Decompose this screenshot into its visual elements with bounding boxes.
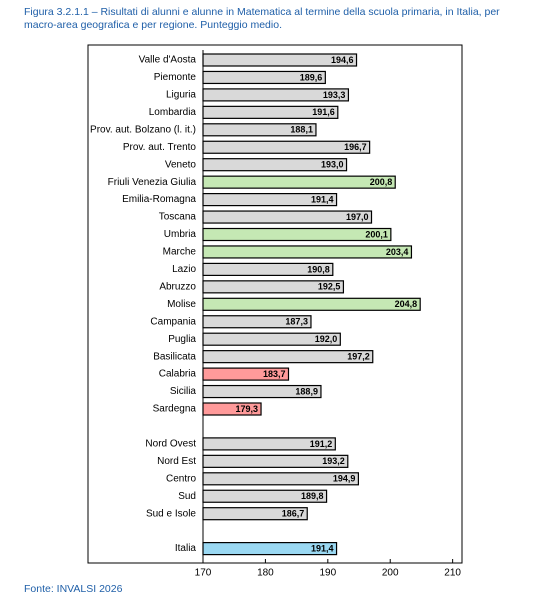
value-label: 191,4 xyxy=(311,194,334,204)
bar xyxy=(202,437,336,451)
bar xyxy=(202,88,350,102)
bar xyxy=(202,70,326,85)
category-label: Lazio xyxy=(172,264,196,275)
value-label: 192,0 xyxy=(315,334,338,344)
x-tick-label: 170 xyxy=(195,568,212,579)
value-label: 183,7 xyxy=(263,369,286,379)
category-label: Liguria xyxy=(166,90,196,101)
category-label: Valle d'Aosta xyxy=(139,55,197,66)
category-label: Basilicata xyxy=(153,351,196,362)
value-label: 188,9 xyxy=(295,386,318,396)
value-label: 190,8 xyxy=(307,264,330,274)
category-label: Prov. aut. Bolzano (l. it.) xyxy=(90,124,196,135)
value-label: 179,3 xyxy=(236,404,259,414)
category-label: Prov. aut. Trento xyxy=(123,142,197,153)
value-label: 186,7 xyxy=(282,509,305,519)
bar xyxy=(202,315,312,329)
value-label: 200,8 xyxy=(370,177,393,187)
value-label: 189,6 xyxy=(300,72,323,82)
bar xyxy=(202,227,392,242)
value-label: 193,0 xyxy=(321,160,344,170)
category-label: Marche xyxy=(163,247,197,258)
bar xyxy=(202,245,413,259)
x-tick-label: 200 xyxy=(382,568,399,579)
bar xyxy=(202,105,339,119)
value-label: 191,2 xyxy=(310,439,333,449)
bar xyxy=(202,140,371,154)
category-label: Piemonte xyxy=(154,72,197,83)
bar xyxy=(202,53,358,67)
category-label: Centro xyxy=(166,473,196,484)
value-label: 187,3 xyxy=(285,317,308,327)
category-label: Sardegna xyxy=(153,404,197,415)
category-label: Sicilia xyxy=(170,386,197,397)
value-label: 193,3 xyxy=(323,90,346,100)
bar xyxy=(202,193,338,207)
chart-title: Figura 3.2.1.1 – Risultati di alunni e a… xyxy=(24,6,500,31)
bar xyxy=(202,350,374,364)
category-label: Emilia-Romagna xyxy=(122,194,196,205)
category-label: Nord Ovest xyxy=(145,439,196,450)
category-label: Puglia xyxy=(168,334,196,345)
category-label: Italia xyxy=(175,543,197,554)
x-tick-label: 190 xyxy=(319,568,336,579)
bar xyxy=(202,507,308,521)
x-tick-label: 210 xyxy=(444,568,461,579)
bar xyxy=(202,489,328,503)
bar xyxy=(202,402,262,416)
bar xyxy=(202,541,338,556)
value-label: 194,9 xyxy=(333,474,356,484)
bar xyxy=(202,123,317,137)
category-label: Umbria xyxy=(164,229,197,240)
value-label: 189,8 xyxy=(301,491,324,501)
source: Fonte: INVALSI 2026 xyxy=(24,583,123,595)
category-label: Lombardia xyxy=(149,107,197,118)
value-label: 188,1 xyxy=(290,125,313,135)
value-label: 204,8 xyxy=(395,299,418,309)
value-label: 200,1 xyxy=(365,229,388,239)
value-label: 196,7 xyxy=(344,142,367,152)
x-tick-label: 180 xyxy=(257,568,274,579)
bar xyxy=(202,280,345,294)
plot-frame xyxy=(87,44,463,564)
value-label: 194,6 xyxy=(331,55,354,65)
value-label: 191,4 xyxy=(311,543,334,553)
category-label: Friuli Venezia Giulia xyxy=(108,177,197,188)
bar xyxy=(202,297,421,311)
category-label: Molise xyxy=(167,299,196,310)
value-label: 203,4 xyxy=(386,247,409,257)
value-label: 197,0 xyxy=(346,212,369,222)
category-label: Sud e Isole xyxy=(146,508,196,519)
category-label: Nord Est xyxy=(157,456,196,467)
bar xyxy=(202,472,359,486)
bar xyxy=(202,175,396,189)
bar xyxy=(202,262,334,276)
category-label: Campania xyxy=(150,316,196,327)
bar xyxy=(202,210,373,224)
bar xyxy=(202,158,348,172)
bar xyxy=(202,367,290,381)
value-label: 191,6 xyxy=(312,107,335,117)
category-label: Toscana xyxy=(159,212,197,223)
bar xyxy=(202,384,322,399)
bar xyxy=(202,454,349,468)
value-label: 197,2 xyxy=(347,352,370,362)
value-label: 192,5 xyxy=(318,282,341,292)
category-label: Calabria xyxy=(159,369,197,380)
value-label: 193,2 xyxy=(322,456,345,466)
category-label: Abruzzo xyxy=(159,281,196,292)
bar xyxy=(202,332,341,346)
category-label: Sud xyxy=(178,491,196,502)
category-label: Veneto xyxy=(165,159,197,170)
